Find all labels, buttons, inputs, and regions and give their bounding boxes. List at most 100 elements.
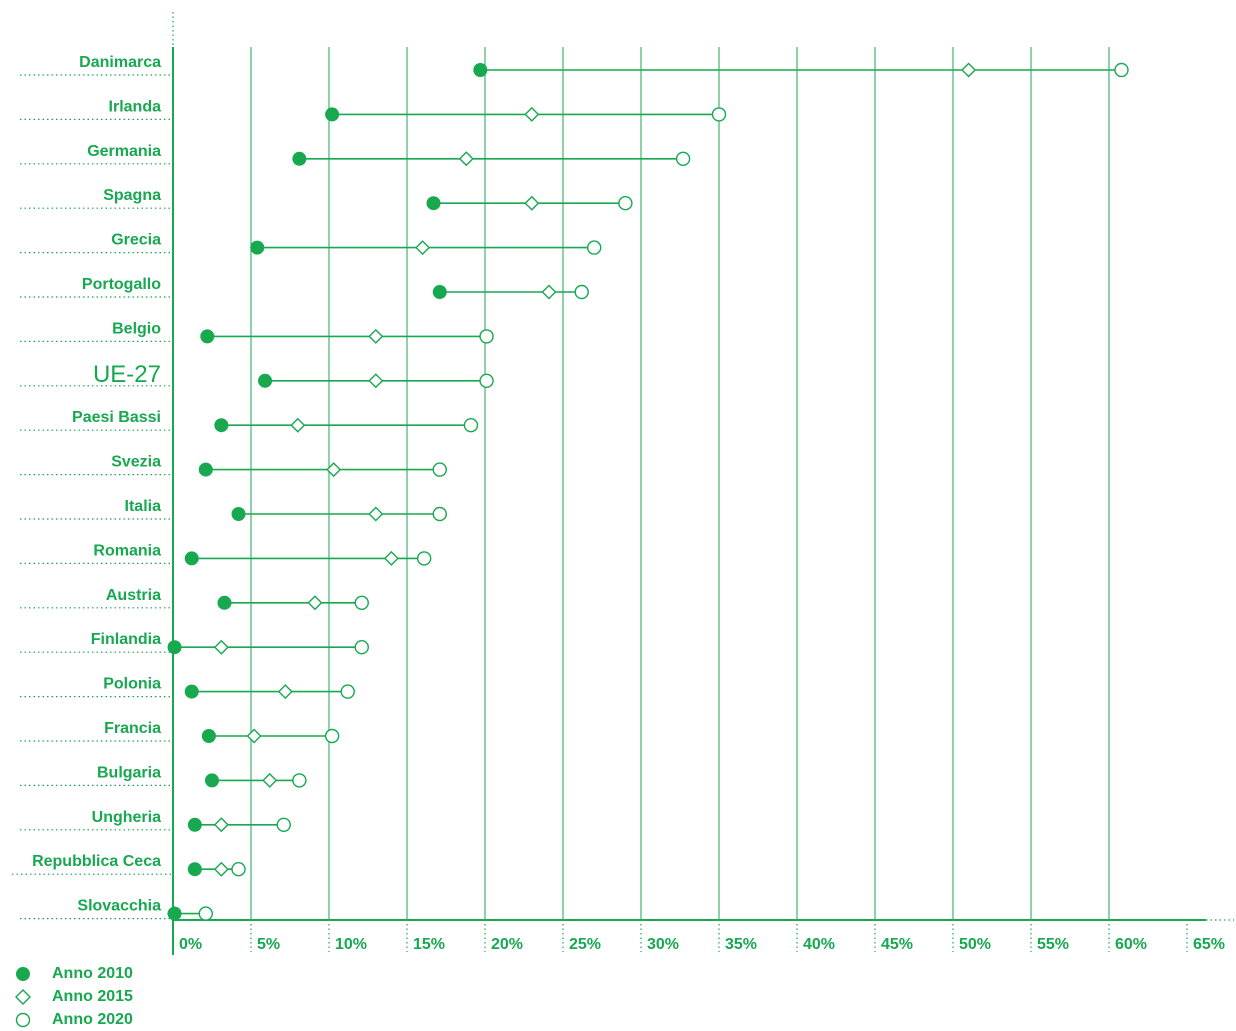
category-rows: Danimarca Irlanda Germania Spagna Grecia Port… <box>12 54 1129 922</box>
point-2015 <box>246 728 262 744</box>
point-2010 <box>167 906 182 921</box>
tick-label: 25% <box>569 936 601 953</box>
point-2010 <box>167 640 182 655</box>
category-label: Finlandia <box>91 631 161 648</box>
point-2010 <box>250 240 265 255</box>
legend-label-2020: Anno 2020 <box>52 1010 133 1028</box>
point-2010 <box>201 729 216 743</box>
category-label: Repubblica Ceca <box>32 853 161 870</box>
x-axis-ticks: 0% 5% 10% 15% 20% 25% 30% 35% 40% 45% 50% 55% 60% 65% <box>172 924 1225 953</box>
point-2020 <box>463 418 479 433</box>
point-2020 <box>292 773 307 788</box>
point-2015 <box>213 861 229 877</box>
tick-label: 65% <box>1193 936 1225 953</box>
point-2015 <box>524 195 540 211</box>
point-2015 <box>961 62 977 78</box>
category-label: Slovacchia <box>77 898 161 915</box>
grid-lines <box>172 12 1234 955</box>
category-label: Grecia <box>111 232 161 249</box>
point-2020 <box>1114 62 1129 78</box>
point-2015 <box>307 595 323 611</box>
point-2010 <box>200 329 215 344</box>
point-2015 <box>458 151 474 167</box>
point-2020 <box>324 728 340 744</box>
point-2020 <box>432 462 447 477</box>
tick-label: 5% <box>257 936 280 953</box>
point-2020 <box>432 506 447 522</box>
point-2010 <box>432 285 447 299</box>
tick-label: 15% <box>413 936 445 953</box>
category-label: Italia <box>125 498 162 515</box>
point-2020 <box>479 373 494 388</box>
category-label: Romania <box>93 542 161 559</box>
point-2020 <box>675 151 691 167</box>
point-2015 <box>213 639 229 655</box>
point-2010 <box>187 817 202 832</box>
point-2015 <box>277 684 293 700</box>
category-label: Belgio <box>112 320 161 337</box>
point-2015 <box>262 772 278 788</box>
category-label: Danimarca <box>79 54 161 71</box>
category-label: Bulgaria <box>97 764 161 781</box>
point-2010 <box>426 196 441 211</box>
point-2010 <box>184 684 199 699</box>
legend-label-2015: Anno 2015 <box>52 987 133 1005</box>
point-2020 <box>711 107 727 122</box>
diamond-icon <box>15 988 31 1005</box>
legend-item-2010: Anno 2010 <box>14 962 133 985</box>
category-label: Portogallo <box>82 276 161 293</box>
tick-label: 40% <box>803 936 835 953</box>
category-label: UE-27 <box>93 361 161 388</box>
point-2010 <box>184 551 199 566</box>
point-2015 <box>213 817 229 833</box>
filled-circle-icon <box>16 966 30 981</box>
tick-label: 60% <box>1115 936 1147 953</box>
point-2020 <box>479 329 494 344</box>
legend-item-2015: Anno 2015 <box>14 985 133 1008</box>
point-2015 <box>368 506 384 522</box>
point-2010 <box>187 862 202 877</box>
tick-label: 0% <box>179 936 202 953</box>
point-2015 <box>541 284 557 300</box>
point-2020 <box>416 551 432 566</box>
tick-label: 55% <box>1037 936 1069 953</box>
point-2015 <box>368 328 384 344</box>
point-2010 <box>217 595 232 610</box>
point-2015 <box>415 240 431 256</box>
tick-label: 45% <box>881 936 913 953</box>
point-2020 <box>354 595 369 610</box>
dot-range-chart: Danimarca Irlanda Germania Spagna Grecia Port… <box>12 12 1234 955</box>
point-2010 <box>258 373 273 388</box>
legend-label-2010: Anno 2010 <box>52 964 133 982</box>
point-2020 <box>340 684 355 699</box>
tick-label: 10% <box>335 936 367 953</box>
point-2010 <box>198 462 213 477</box>
point-2020 <box>198 906 213 921</box>
point-2015 <box>326 462 342 478</box>
point-2010 <box>292 151 307 166</box>
point-2020 <box>574 284 589 300</box>
category-label: Francia <box>104 720 161 737</box>
category-label: Irlanda <box>109 98 162 115</box>
category-label: Ungheria <box>92 809 161 826</box>
point-2015 <box>383 550 399 566</box>
category-label: Svezia <box>111 454 161 471</box>
point-2020 <box>618 195 633 211</box>
point-2020 <box>354 640 369 655</box>
point-2010 <box>473 63 488 77</box>
category-label: Spagna <box>103 187 161 204</box>
tick-label: 50% <box>959 936 991 953</box>
point-2020 <box>587 240 602 255</box>
category-label: Paesi Bassi <box>72 409 161 426</box>
tick-label: 20% <box>491 936 523 953</box>
point-2010 <box>325 107 340 122</box>
legend-item-2020: Anno 2020 <box>14 1008 133 1031</box>
point-2010 <box>231 507 246 521</box>
open-circle-icon <box>15 1012 31 1027</box>
legend: Anno 2010 Anno 2015 Anno 2020 <box>14 962 133 1031</box>
tick-label: 35% <box>725 936 757 953</box>
point-2015 <box>290 417 306 433</box>
point-2015 <box>368 373 384 389</box>
point-2010 <box>214 418 229 433</box>
category-label: Germania <box>87 143 161 160</box>
